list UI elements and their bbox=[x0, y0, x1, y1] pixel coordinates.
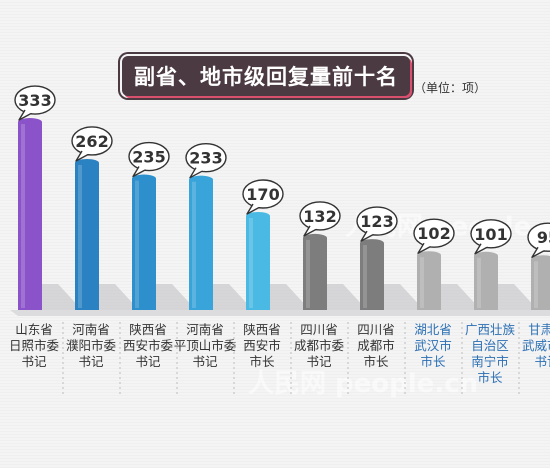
category-label: 自治区 bbox=[471, 338, 509, 353]
category-label: 市长 bbox=[249, 354, 275, 369]
bar-highlight bbox=[135, 180, 139, 308]
category-label: 武威市委 bbox=[522, 338, 550, 353]
floor bbox=[10, 310, 550, 316]
value-label: 333 bbox=[18, 91, 51, 110]
bar-highlight bbox=[420, 257, 424, 308]
bar-top bbox=[132, 174, 156, 183]
value-bubble: 235 bbox=[128, 141, 170, 178]
bar-top bbox=[303, 233, 327, 242]
value-label: 235 bbox=[132, 148, 165, 167]
category-label: 书记 bbox=[135, 354, 161, 369]
bar bbox=[474, 255, 498, 310]
value-label: 132 bbox=[303, 207, 336, 226]
category-label: 书记 bbox=[534, 354, 550, 369]
bar-highlight bbox=[78, 164, 82, 308]
chart-title: 副省、地市级回复量前十名 bbox=[122, 56, 410, 96]
bar-shadow bbox=[213, 284, 253, 310]
bar bbox=[246, 216, 270, 310]
bar bbox=[417, 255, 441, 310]
bar-highlight bbox=[477, 257, 481, 308]
bar bbox=[303, 237, 327, 310]
value-bubble: 101 bbox=[470, 219, 512, 255]
watermark: 人民网 people.cn人民网 people.cn bbox=[248, 212, 550, 399]
bar bbox=[531, 259, 550, 310]
value-bubble: 233 bbox=[185, 142, 227, 179]
category-label: 四川省 bbox=[300, 322, 338, 337]
category-label: 日照市委 bbox=[9, 338, 60, 353]
value-bubble: 123 bbox=[356, 206, 398, 242]
bar bbox=[132, 178, 156, 310]
value-label: 233 bbox=[189, 149, 222, 168]
bar-top bbox=[18, 118, 42, 127]
category-label: 书记 bbox=[192, 354, 218, 369]
value-bubble: 102 bbox=[413, 218, 455, 254]
category-label: 四川省 bbox=[357, 322, 395, 337]
category-label: 河南省 bbox=[186, 322, 224, 337]
value-label: 170 bbox=[246, 185, 279, 204]
bar bbox=[360, 243, 384, 310]
category-label: 成都市 bbox=[357, 338, 395, 353]
category-label: 市长 bbox=[420, 354, 446, 369]
bar bbox=[18, 122, 42, 310]
bar-highlight bbox=[363, 245, 367, 308]
bar-top bbox=[474, 251, 498, 260]
bar-top bbox=[75, 158, 99, 167]
category-label: 濮阳市委 bbox=[66, 338, 117, 353]
category-label: 书记 bbox=[78, 354, 104, 369]
bar-top bbox=[531, 255, 550, 264]
bar-highlight bbox=[249, 218, 253, 308]
value-label: 123 bbox=[360, 212, 393, 231]
bar-top bbox=[189, 175, 213, 184]
value-label: 101 bbox=[474, 225, 507, 244]
value-label: 95 bbox=[537, 228, 550, 247]
bar-shadow bbox=[42, 284, 82, 310]
bar-highlight bbox=[21, 124, 25, 308]
value-label: 102 bbox=[417, 224, 450, 243]
category-label: 河南省 bbox=[72, 322, 110, 337]
category-label: 书记 bbox=[21, 354, 47, 369]
category-label: 湖北省 bbox=[414, 322, 452, 337]
bar-shadow bbox=[270, 284, 310, 310]
category-label: 南宁市 bbox=[471, 354, 509, 369]
bar bbox=[189, 179, 213, 310]
bar-shadow bbox=[498, 284, 538, 310]
category-label: 山东省 bbox=[15, 322, 53, 337]
category-label: 甘肃省 bbox=[528, 322, 550, 337]
category-label: 陕西省 bbox=[243, 322, 281, 337]
bar bbox=[75, 162, 99, 310]
category-label: 平顶山市委 bbox=[174, 338, 237, 353]
watermark-text: 人民网 people.cn bbox=[248, 369, 478, 399]
bar-shadow bbox=[441, 284, 481, 310]
category-label: 西安市 bbox=[243, 338, 281, 353]
category-label: 成都市委 bbox=[294, 338, 345, 353]
value-bubble: 132 bbox=[299, 201, 341, 237]
category-label: 书记 bbox=[306, 354, 332, 369]
value-label: 262 bbox=[75, 132, 108, 151]
category-label: 广西壮族 bbox=[465, 322, 516, 337]
bar-highlight bbox=[306, 239, 310, 308]
bar-shadow bbox=[384, 284, 424, 310]
bar-top bbox=[360, 239, 384, 248]
bar-highlight bbox=[534, 261, 538, 308]
value-bubble: 170 bbox=[242, 179, 284, 215]
bar-top bbox=[417, 251, 441, 260]
bar-shadow bbox=[327, 284, 367, 310]
category-label: 市长 bbox=[477, 370, 503, 385]
unit-label: （单位：项） bbox=[414, 81, 487, 95]
category-label: 陕西省 bbox=[129, 322, 167, 337]
bar-top bbox=[246, 212, 270, 220]
category-label: 市长 bbox=[363, 354, 389, 369]
value-bubble: 333 bbox=[14, 85, 56, 121]
bar-shadow bbox=[99, 284, 139, 310]
value-bubble: 262 bbox=[71, 126, 113, 162]
bar-highlight bbox=[192, 181, 196, 308]
category-label: 西安市委 bbox=[123, 338, 174, 353]
category-label: 武汉市 bbox=[414, 338, 452, 353]
value-bubble: 95 bbox=[527, 222, 550, 258]
bar-shadow bbox=[156, 284, 196, 310]
